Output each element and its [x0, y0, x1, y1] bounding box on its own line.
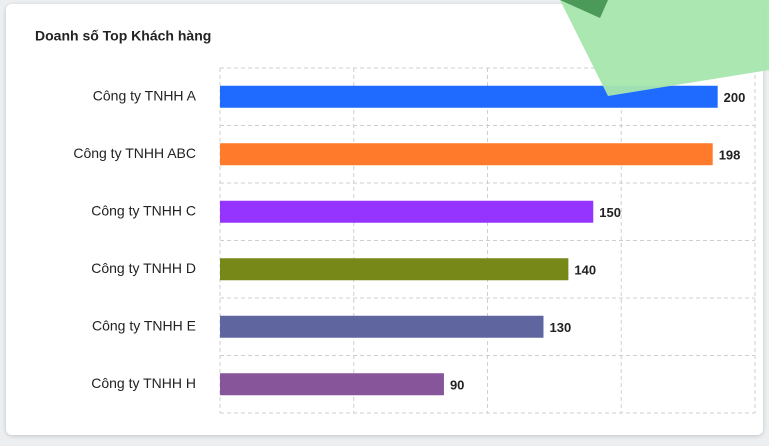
- decor-note: [560, 0, 769, 96]
- value-label: 198: [719, 148, 741, 163]
- bar: [220, 315, 544, 338]
- bar: [220, 373, 444, 396]
- value-label: 140: [574, 263, 596, 278]
- y-tick-label: Công ty TNHH ABC: [73, 145, 196, 161]
- y-tick-label: Công ty TNHH H: [91, 375, 196, 391]
- plot: Công ty TNHH A 200 Công ty TNHH ABC 198 Công…: [73, 67, 756, 414]
- chart-title: Doanh số Top Khách hàng: [35, 28, 211, 44]
- bar: [220, 143, 713, 166]
- bar: [220, 85, 718, 108]
- y-tick-label: Công ty TNHH C: [91, 202, 196, 218]
- y-tick-label: Công ty TNHH A: [93, 87, 197, 103]
- value-label: 90: [450, 378, 464, 393]
- value-label: 200: [724, 90, 746, 105]
- decor-fold: [560, 0, 608, 18]
- y-tick-label: Công ty TNHH D: [91, 260, 196, 276]
- y-tick-label: Công ty TNHH E: [92, 317, 196, 333]
- value-label: 150: [599, 205, 621, 220]
- value-label: 130: [549, 320, 571, 335]
- bar: [220, 200, 594, 223]
- bar: [220, 258, 569, 281]
